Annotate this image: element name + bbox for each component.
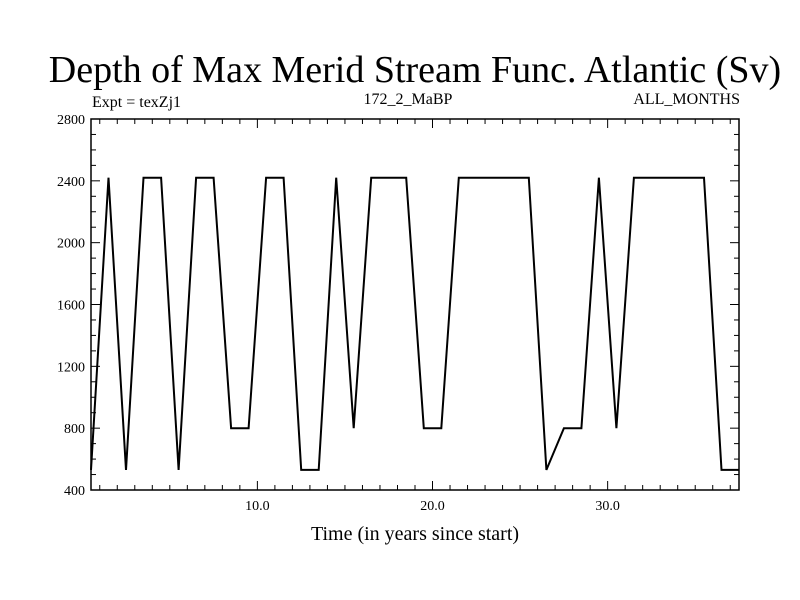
y-axis: 400 800 1200 1600 2000 2400 2800 — [57, 113, 739, 499]
run-label: 172_2_MaBP — [364, 91, 453, 108]
months-label: ALL_MONTHS — [633, 91, 740, 108]
series-line — [90, 176, 739, 471]
expt-label: Expt = texZj1 — [92, 94, 181, 111]
x-tick-label: 20.0 — [420, 499, 445, 514]
y-tick-label: 2800 — [57, 113, 85, 128]
y-tick-label: 400 — [64, 484, 85, 499]
x-axis-label: Time (in years since start) — [311, 523, 519, 545]
x-axis: 10.0 20.0 30.0 — [99, 119, 731, 514]
y-tick-label: 1200 — [57, 360, 85, 375]
y-tick-label: 2000 — [57, 237, 85, 252]
y-tick-label: 1600 — [57, 299, 85, 314]
chart-title: Depth of Max Merid Stream Func. Atlantic… — [49, 49, 781, 91]
y-tick-label: 800 — [64, 422, 85, 437]
x-tick-label: 30.0 — [595, 499, 620, 514]
series-layer — [90, 176, 739, 471]
x-tick-label: 10.0 — [245, 499, 270, 514]
y-tick-label: 2400 — [57, 175, 85, 190]
